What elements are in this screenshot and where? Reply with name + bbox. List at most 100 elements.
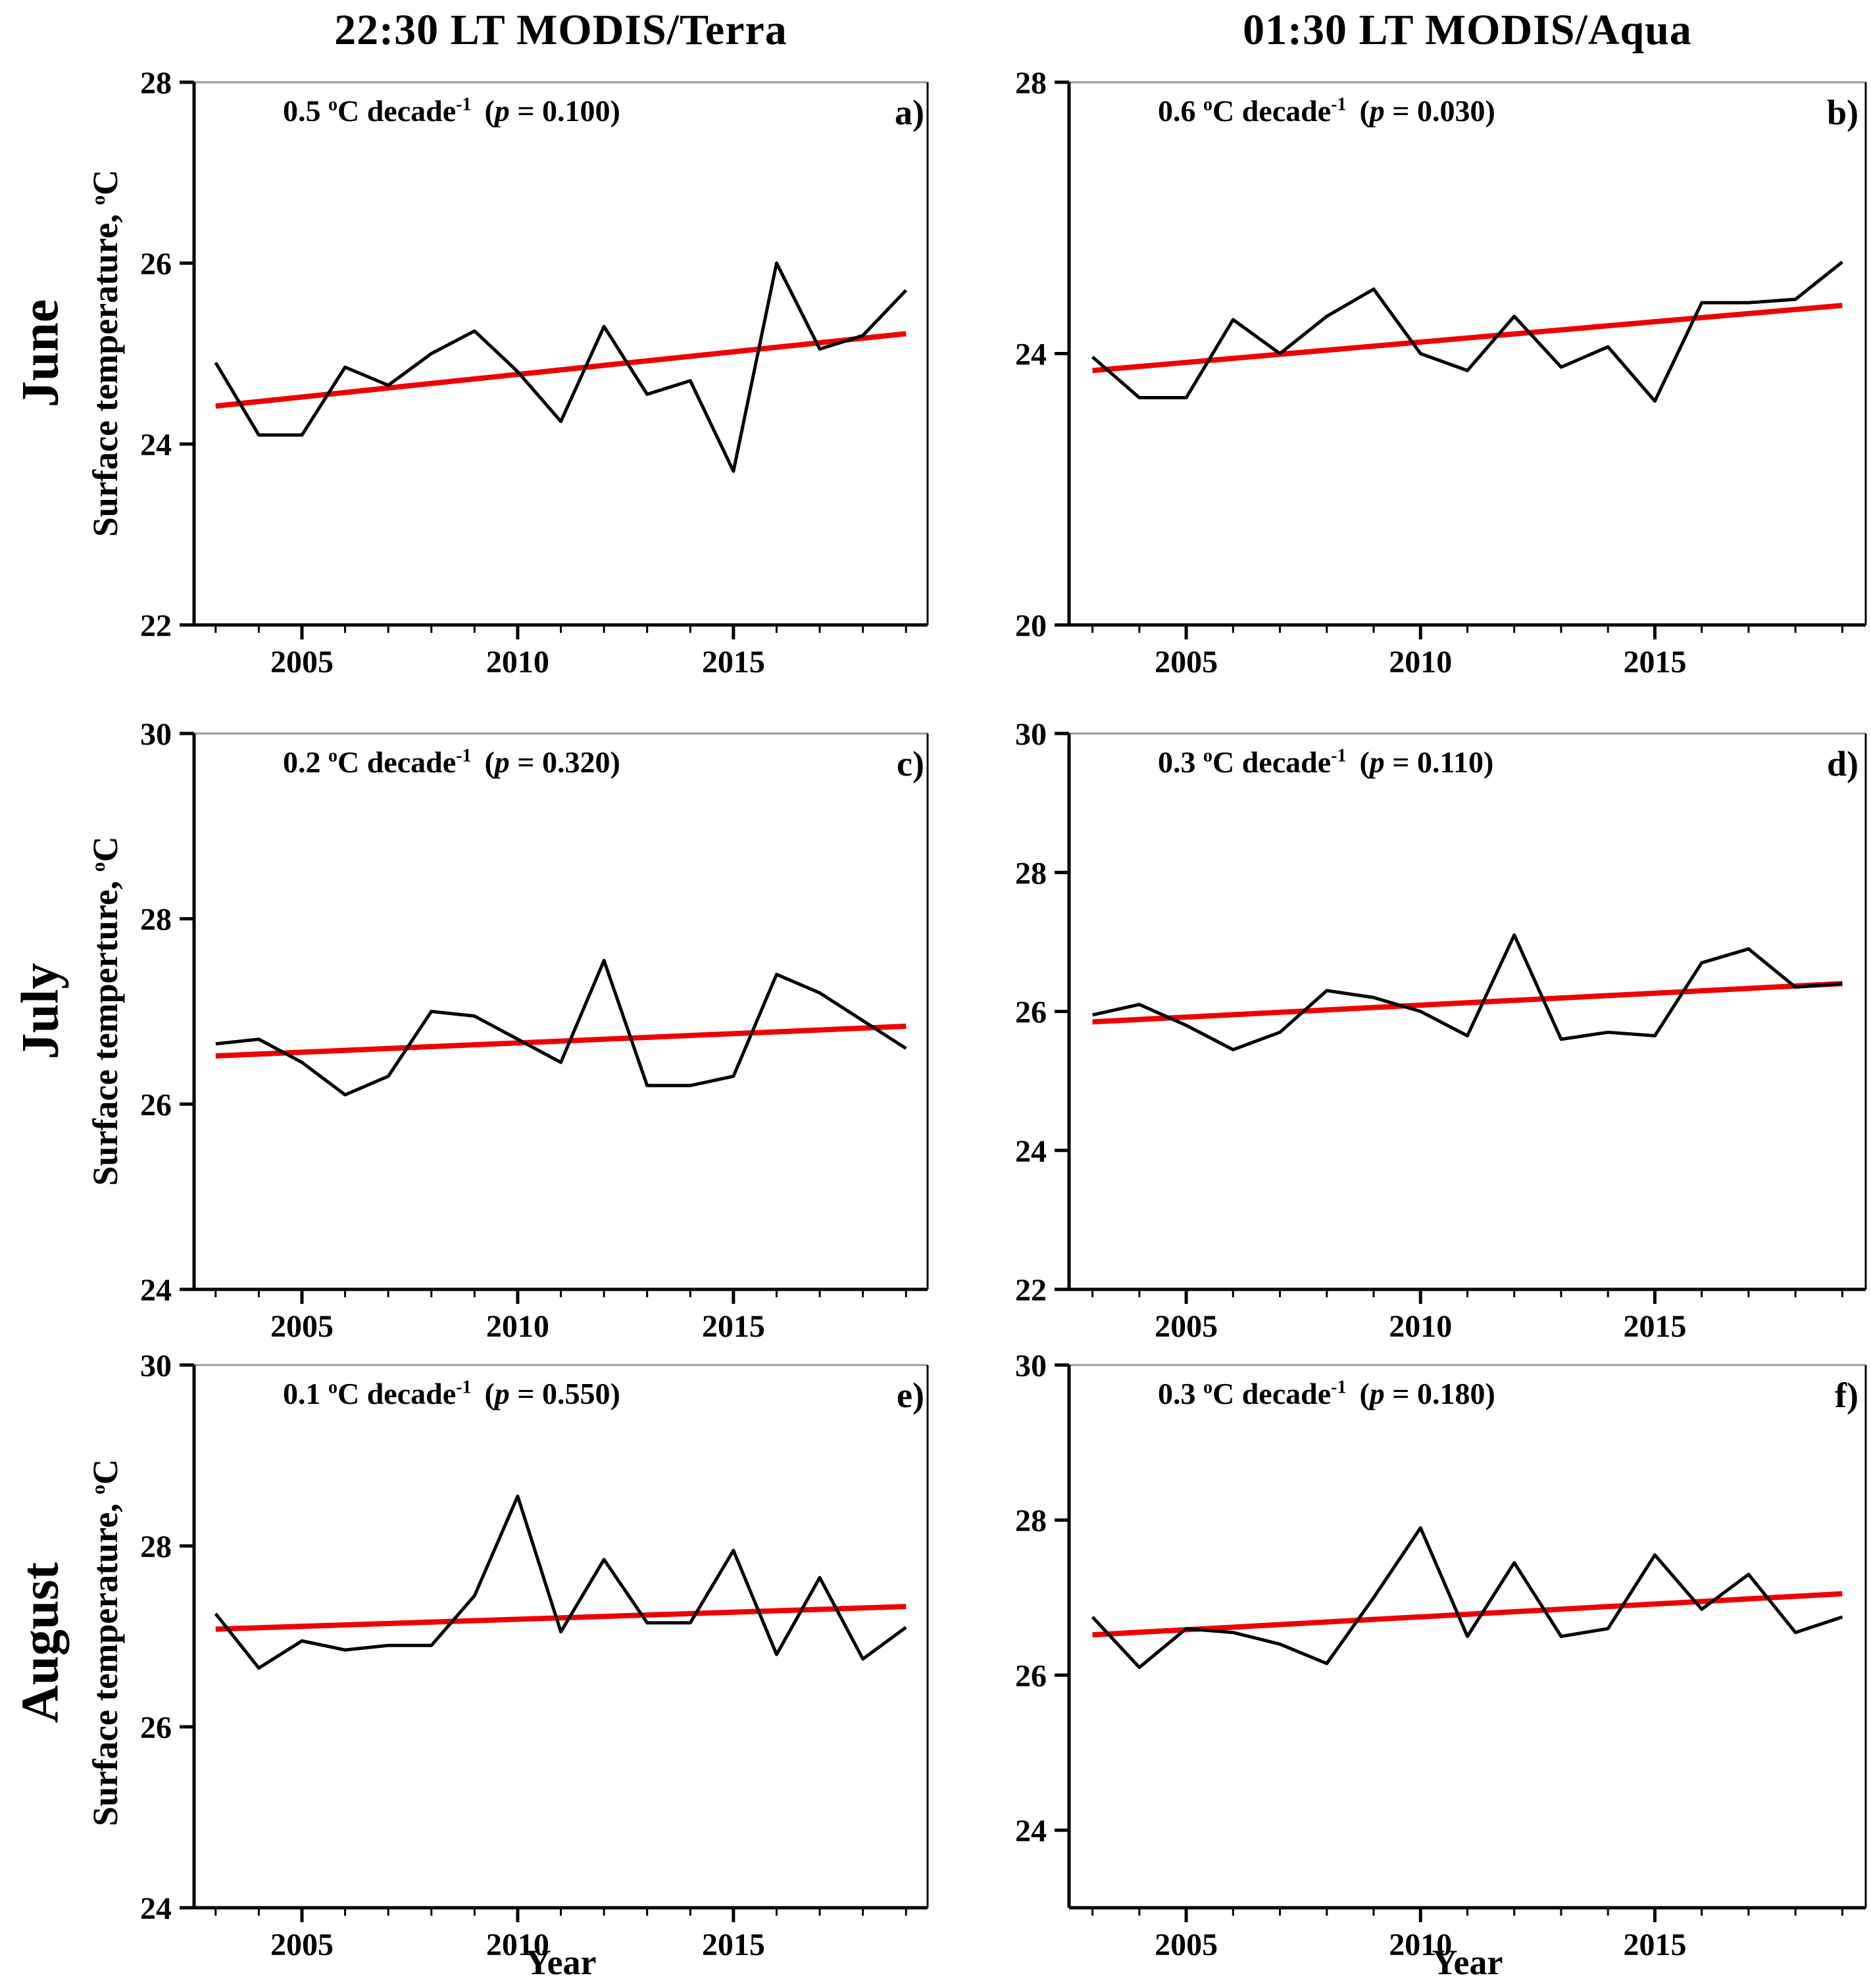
- panel-letter-e: e): [897, 1376, 924, 1415]
- tick-label: 26: [1015, 1658, 1047, 1693]
- tick-label: 2005: [270, 1927, 334, 1962]
- y-axis-label-june: Surface temperature, oC: [85, 170, 126, 537]
- p-open: (: [484, 745, 495, 779]
- panel-letter-c: c): [897, 744, 924, 783]
- exponent: -1: [456, 1377, 472, 1398]
- tick-label: 28: [1015, 856, 1047, 891]
- tick-label: 24: [1015, 1814, 1047, 1849]
- tick-label: 2005: [1155, 1309, 1218, 1344]
- degree-symbol: o: [328, 1377, 337, 1398]
- trend-annotation-c: 0.2 oC decade-1 (p = 0.320): [283, 745, 620, 780]
- column-title-aqua: 01:30 LT MODIS/Aqua: [1243, 6, 1692, 54]
- tick-label: 22: [140, 609, 172, 643]
- temperature-series-line: [214, 1494, 907, 1670]
- tick-label: 2010: [1389, 1309, 1452, 1344]
- panel-b-plot: 2005 2010 2015 20 24 28: [1015, 66, 1867, 680]
- tick-label: 30: [140, 1349, 172, 1383]
- degree-symbol: o: [87, 862, 109, 872]
- trend-line: [1092, 981, 1843, 1025]
- degree-symbol: o: [1203, 94, 1212, 115]
- tick-label: 28: [140, 903, 172, 937]
- row-label-august: August: [11, 1562, 70, 1724]
- trend-rate: 0.6: [1158, 94, 1203, 128]
- tick-label: 28: [1015, 66, 1047, 101]
- tick-label: 2005: [1155, 645, 1218, 680]
- trend-unit: C decade: [337, 1377, 457, 1410]
- tick-label: 2010: [1389, 645, 1452, 680]
- degree-symbol: o: [328, 94, 337, 115]
- panel-a-plot: 2005 2010 2015 22 24 26 28: [140, 66, 929, 680]
- trend-annotation-a: 0.5 oC decade-1 (p = 0.100): [283, 93, 620, 128]
- y-axis-unit: C: [86, 836, 125, 862]
- p-value: = 0.110): [1384, 745, 1494, 779]
- trend-line: [1092, 1591, 1843, 1638]
- row-label-july: July: [11, 962, 70, 1060]
- y-axis-label-text: Surface temperture,: [86, 872, 125, 1186]
- tick-label: 2010: [1389, 1927, 1452, 1962]
- panel-f-plot: 2005 2010 2015 24 26 28 30: [1015, 1349, 1867, 1962]
- tick-label: 2015: [1623, 645, 1686, 680]
- exponent: -1: [456, 745, 472, 766]
- tick-label: 2010: [486, 1927, 549, 1962]
- p-value: = 0.550): [509, 1377, 620, 1410]
- trend-unit: C decade: [337, 745, 457, 779]
- exponent: -1: [1331, 1377, 1347, 1398]
- p-symbol: p: [1369, 94, 1385, 128]
- x-axis-label-right: Year: [1432, 1943, 1503, 1982]
- tick-label: 24: [140, 428, 172, 462]
- degree-symbol: o: [328, 745, 337, 766]
- p-value: = 0.180): [1384, 1377, 1495, 1410]
- tick-label: 2015: [1623, 1927, 1686, 1962]
- tick-label: 26: [1015, 995, 1047, 1030]
- p-value: = 0.320): [509, 745, 620, 779]
- y-axis-label-august: Surface temperature, oC: [85, 1459, 126, 1826]
- temperature-series-line: [1091, 1526, 1843, 1670]
- tick-label: 2005: [1155, 1927, 1218, 1962]
- p-symbol: p: [494, 745, 510, 779]
- tick-label: 26: [140, 1710, 172, 1745]
- trend-unit: C decade: [1212, 745, 1332, 779]
- trend-line: [215, 1604, 907, 1632]
- trend-annotation-f: 0.3 oC decade-1 (p = 0.180): [1158, 1376, 1495, 1411]
- exponent: -1: [456, 94, 472, 115]
- trend-unit: C decade: [1212, 94, 1332, 128]
- degree-symbol: o: [87, 195, 109, 205]
- panel-letter-d: d): [1826, 744, 1859, 783]
- p-symbol: p: [1369, 745, 1385, 779]
- degree-symbol: o: [87, 1484, 109, 1495]
- trend-rate: 0.2: [283, 745, 328, 779]
- tick-label: 2015: [1623, 1309, 1686, 1344]
- panel-letter-a: a): [895, 93, 924, 132]
- trend-line: [215, 331, 907, 409]
- y-axis-label-text: Surface temperature,: [86, 1494, 125, 1827]
- trend-unit: C decade: [337, 94, 457, 128]
- tick-label: 28: [140, 1529, 172, 1564]
- x-axis-label-left: Year: [525, 1943, 597, 1982]
- tick-label: 30: [1015, 717, 1047, 752]
- trend-rate: 0.5: [283, 94, 328, 128]
- tick-label: 2015: [702, 645, 765, 680]
- tick-label: 20: [1015, 609, 1047, 643]
- tick-label: 2010: [486, 645, 549, 680]
- tick-label: 22: [1015, 1273, 1047, 1308]
- tick-label: 28: [1015, 1504, 1047, 1539]
- p-symbol: p: [1369, 1377, 1385, 1410]
- exponent: -1: [1331, 745, 1347, 766]
- temperature-series-line: [1092, 933, 1843, 1052]
- column-title-terra: 22:30 LT MODIS/Terra: [334, 6, 787, 54]
- panel-e-plot: 2005 2010 2015 24 26 28 30: [140, 1349, 929, 1962]
- p-symbol: p: [494, 94, 510, 128]
- tick-label: 24: [140, 1891, 172, 1926]
- temperature-series-line: [214, 261, 908, 473]
- trend-rate: 0.1: [283, 1377, 328, 1410]
- degree-symbol: o: [1203, 745, 1212, 766]
- p-open: (: [1359, 745, 1370, 779]
- degree-symbol: o: [1203, 1377, 1212, 1398]
- panel-d-plot: 2005 2010 2015 22 24 26 28 30: [1015, 717, 1867, 1344]
- panel-letter-f: f): [1835, 1376, 1859, 1415]
- tick-label: 28: [140, 66, 172, 101]
- trend-annotation-e: 0.1 oC decade-1 (p = 0.550): [283, 1376, 620, 1411]
- p-open: (: [1359, 94, 1370, 128]
- tick-label: 2005: [270, 1309, 334, 1344]
